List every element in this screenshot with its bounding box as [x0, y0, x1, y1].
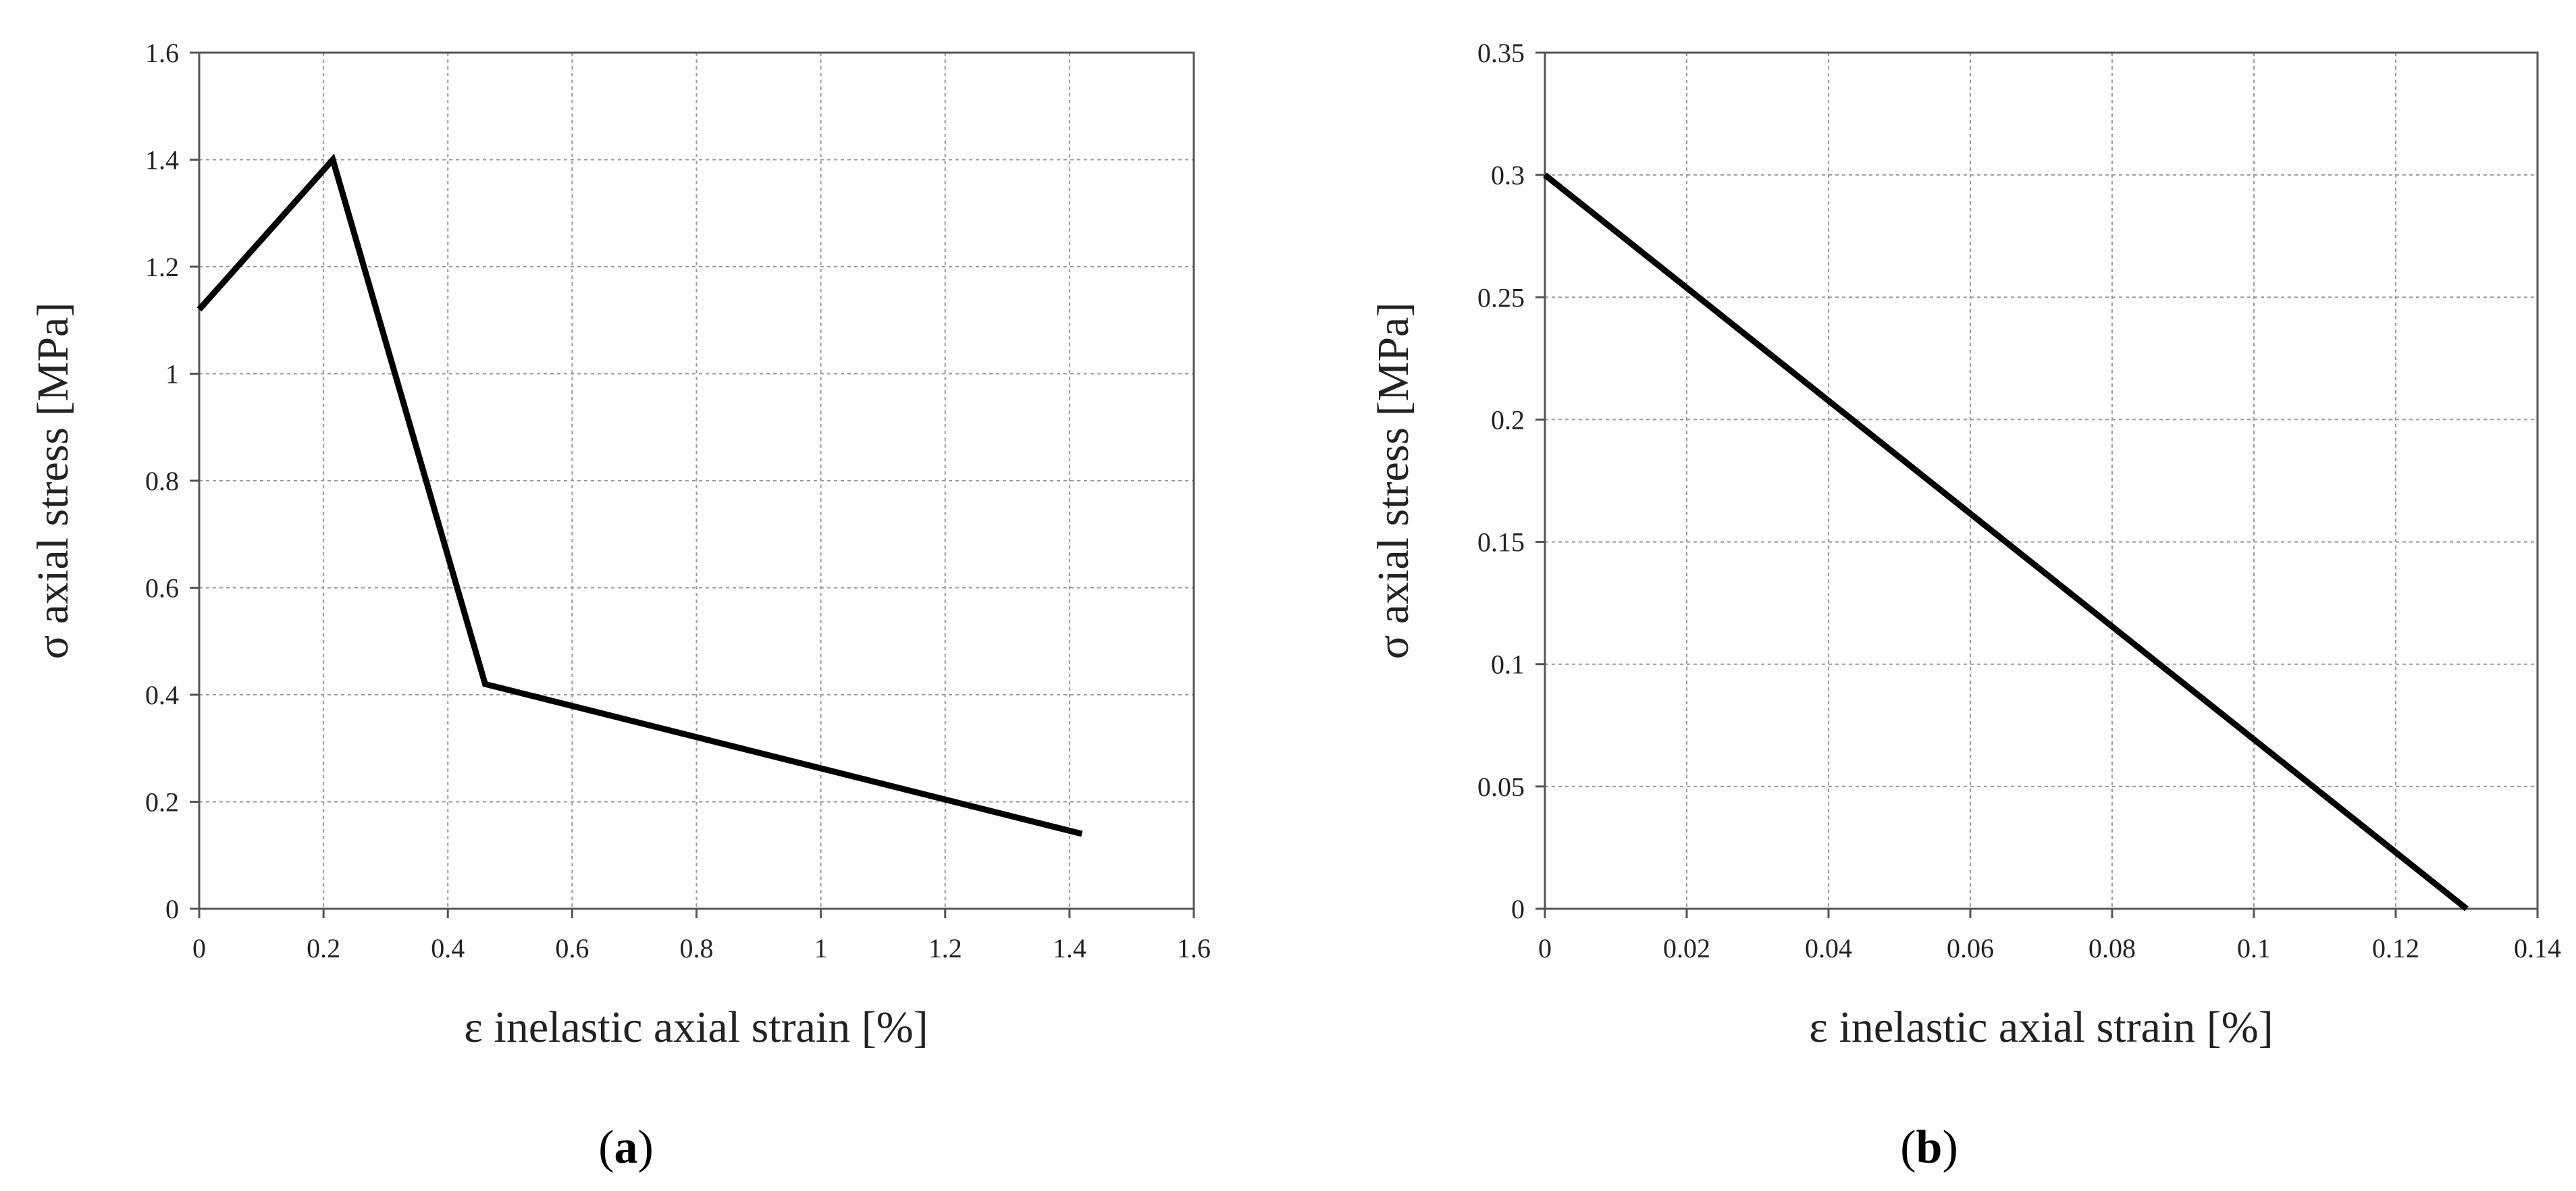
- series-b: [1543, 172, 2469, 911]
- x-tick-label-b-5: 0.1: [2237, 933, 2271, 963]
- y-tick-label-b-5: 0.25: [1477, 282, 1525, 313]
- plot-frame-b: [1544, 51, 2539, 910]
- chart-panel-b: 0 0.02 0.04 0.06 0.08 0.1 0.12 0.14 0 0.05 0.1 0.1…: [1369, 38, 2561, 1173]
- series-line-b-0: [1543, 172, 2469, 911]
- x-tick-label-a-2: 0.4: [431, 933, 465, 963]
- y-tick-label-b-7: 0.35: [1477, 38, 1525, 68]
- x-tick-label-b-4: 0.08: [2088, 933, 2136, 963]
- x-tick-label-a-6: 1.2: [928, 933, 962, 963]
- series-a: [196, 153, 1083, 837]
- grid-a: [199, 53, 1194, 909]
- y-tick-label-a-3: 0.6: [145, 573, 179, 604]
- x-tick-label-b-7: 0.14: [2514, 933, 2561, 963]
- x-tick-label-b-6: 0.12: [2372, 933, 2419, 963]
- y-tick-label-b-2: 0.1: [1491, 650, 1525, 680]
- x-tick-label-a-0: 0: [192, 933, 206, 963]
- x-tick-label-a-8: 1.6: [1177, 933, 1211, 963]
- y-ticks-b: 0 0.05 0.1 0.15 0.2 0.25 0.3 0.35: [1477, 38, 1545, 924]
- y-tick-label-a-5: 1: [165, 359, 179, 390]
- y-tick-label-b-6: 0.3: [1491, 160, 1525, 190]
- x-tick-label-a-4: 0.8: [680, 933, 714, 963]
- x-tick-label-a-5: 1: [814, 933, 828, 963]
- x-tick-label-b-1: 0.02: [1663, 933, 1710, 963]
- x-tick-label-b-0: 0: [1538, 933, 1552, 963]
- x-tick-label-b-2: 0.04: [1805, 933, 1852, 963]
- x-axis-label-a: ε inelastic axial strain [%]: [464, 1003, 928, 1052]
- y-tick-label-a-2: 0.4: [145, 680, 179, 710]
- x-ticks-a: 0 0.2 0.4 0.6 0.8 1 1.2 1.4 1.6: [192, 909, 1211, 963]
- x-tick-label-a-7: 1.4: [1053, 933, 1086, 963]
- grid-b: [1545, 53, 2538, 909]
- y-tick-label-a-0: 0: [165, 894, 179, 924]
- y-tick-label-b-3: 0.15: [1477, 527, 1525, 558]
- y-tick-label-b-1: 0.05: [1477, 772, 1525, 802]
- y-tick-label-a-1: 0.2: [145, 787, 179, 818]
- x-tick-label-a-1: 0.2: [307, 933, 340, 963]
- y-tick-label-a-7: 1.4: [145, 145, 179, 176]
- y-ticks-a: 0 0.2 0.4 0.6 0.8 1 1.2 1.4 1.6: [145, 38, 199, 924]
- series-line-a-0: [196, 153, 1083, 837]
- y-tick-label-a-4: 0.8: [145, 466, 179, 496]
- x-axis-label-b: ε inelastic axial strain [%]: [1809, 1003, 2273, 1052]
- y-tick-label-a-8: 1.6: [145, 38, 179, 68]
- y-axis-label-a: σ axial stress [MPa]: [28, 302, 78, 660]
- x-ticks-b: 0 0.02 0.04 0.06 0.08 0.1 0.12 0.14: [1538, 909, 2561, 963]
- y-tick-label-b-0: 0: [1511, 894, 1525, 924]
- panel-label-a: (a): [598, 1121, 654, 1173]
- x-tick-label-b-3: 0.06: [1947, 933, 1994, 963]
- y-tick-label-a-6: 1.2: [145, 252, 179, 282]
- panel-label-b: (b): [1900, 1121, 1958, 1173]
- x-tick-label-a-3: 0.6: [555, 933, 589, 963]
- y-axis-label-b: σ axial stress [MPa]: [1369, 302, 1418, 660]
- chart-panel-a: 0 0.2 0.4 0.6 0.8 1 1.2 1.4 1.6 0 0.2 0.4 0.6 0.8 1 1.…: [28, 38, 1211, 1173]
- y-tick-label-b-4: 0.2: [1491, 404, 1525, 435]
